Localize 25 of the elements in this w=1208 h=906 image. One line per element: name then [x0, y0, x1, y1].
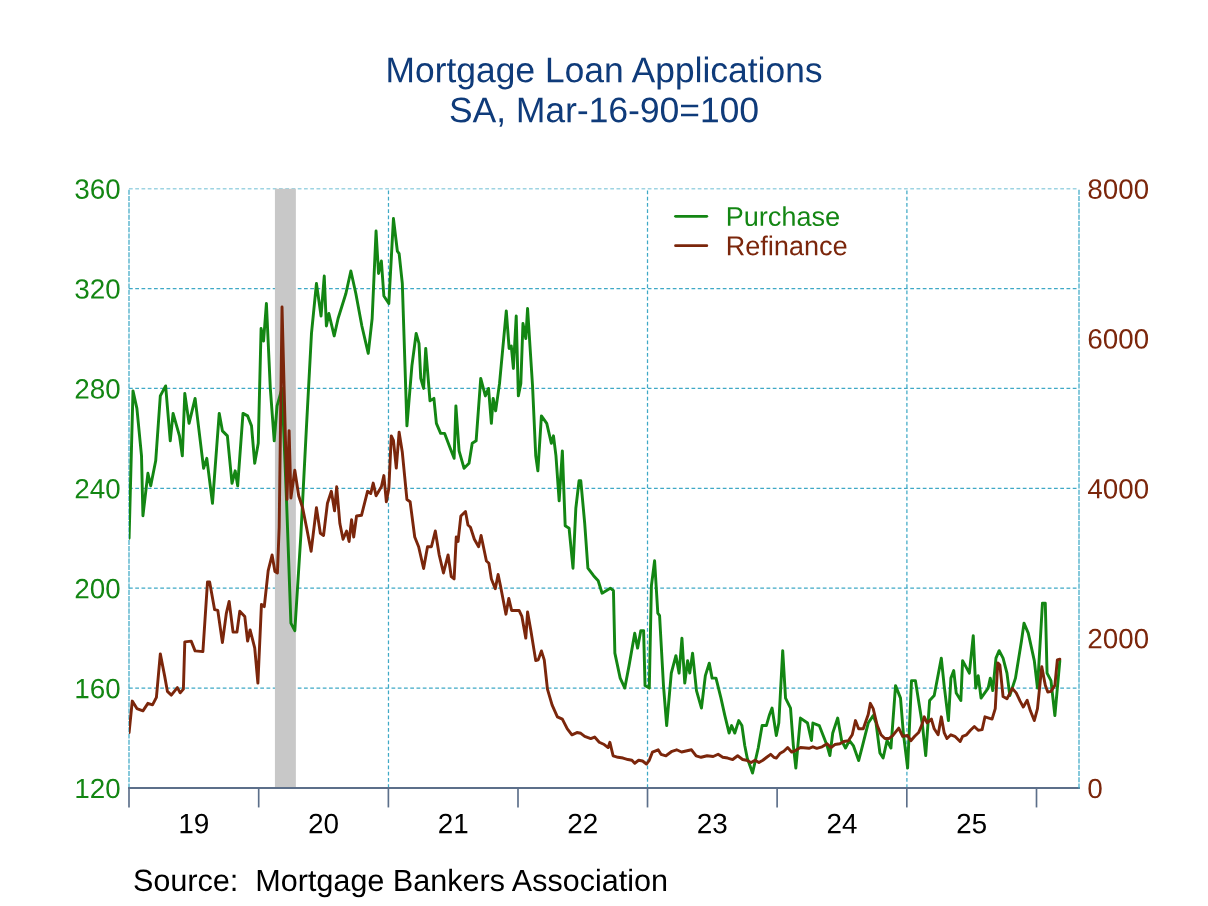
chart-title: Mortgage Loan Applications — [388, 56, 822, 90]
y2-tick-label: 0 — [1088, 778, 1102, 799]
x-tick-label: 25 — [957, 813, 986, 834]
x-tick-label: 21 — [439, 813, 468, 834]
x-tick-label: 22 — [568, 813, 597, 834]
y-tick-label: 120 — [76, 778, 120, 799]
x-tick-label: 23 — [698, 813, 727, 834]
y-tick-label: 240 — [75, 478, 120, 499]
x-tick-label: 19 — [180, 813, 208, 834]
y-tick-label: 280 — [75, 379, 120, 399]
line-series — [129, 305, 1062, 766]
y-tick-label: 320 — [75, 279, 120, 299]
source-note: Source: Mortgage Bankers Association — [134, 868, 667, 898]
y2-tick-label: 2000 — [1088, 628, 1149, 649]
y2-tick-label: 4000 — [1087, 478, 1149, 499]
chart-subtitle: SA, Mar-16-90=100 — [450, 97, 758, 127]
legend-label: Refinance — [727, 235, 847, 256]
x-tick-label: 24 — [827, 813, 857, 834]
y-tick-label: 200 — [75, 578, 120, 599]
x-tick-label: 20 — [309, 813, 338, 834]
y-tick-label: 360 — [75, 179, 120, 199]
legend-label: Purchase — [727, 206, 839, 227]
y2-tick-label: 6000 — [1088, 329, 1149, 349]
y2-tick-label: 8000 — [1088, 179, 1149, 199]
y-tick-label: 160 — [76, 678, 120, 699]
